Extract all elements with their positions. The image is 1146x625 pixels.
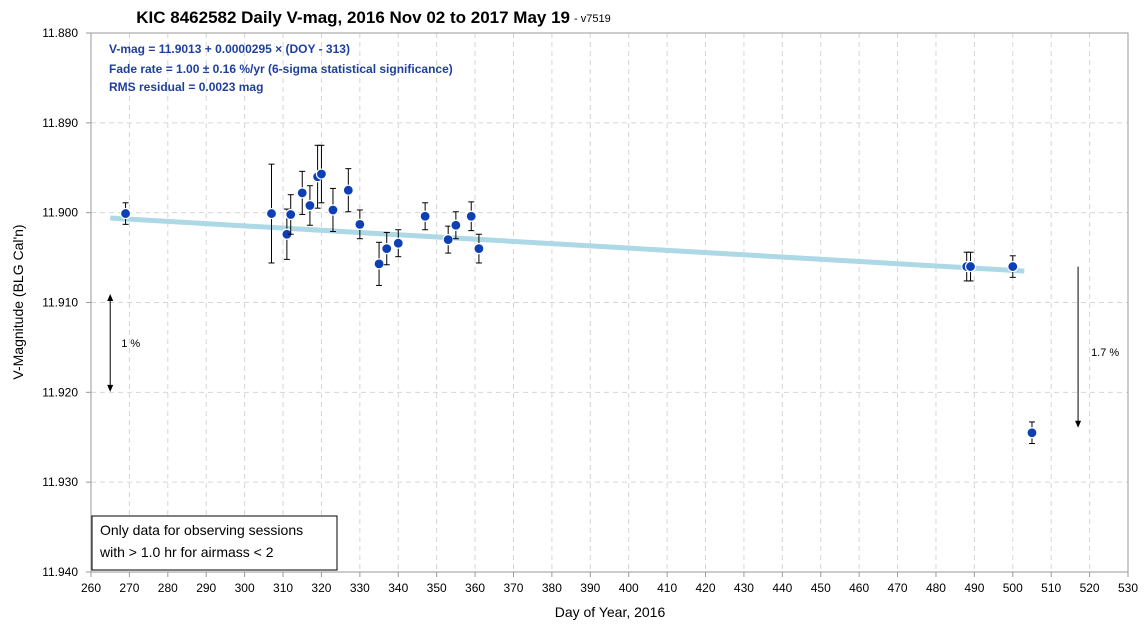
data-point — [1007, 260, 1019, 273]
data-point — [465, 210, 477, 222]
scale-left-arrowhead-up — [107, 294, 114, 302]
note-box — [91, 515, 338, 571]
data-point — [296, 187, 308, 199]
plot-area — [90, 32, 1129, 573]
x-tick-label: 400 — [619, 581, 639, 595]
data-point — [119, 207, 132, 220]
data-point — [304, 199, 316, 212]
x-tick-label: 320 — [311, 581, 331, 595]
x-tick-label: 350 — [427, 581, 447, 595]
y-tick-label: 11.930 — [42, 475, 78, 489]
x-tick-label: 510 — [1041, 581, 1061, 595]
tick-labels: 260 270 280 290 300 310 320 330 340 350 360 370 380 3… — [42, 26, 1138, 595]
scale-arrows — [107, 266, 1082, 428]
note-line-1: Only data for observing sessions — [100, 522, 303, 538]
x-tick-label: 340 — [388, 581, 408, 595]
data-points — [119, 144, 1038, 445]
y-tick-label: 11.910 — [42, 296, 78, 310]
y-tick-label: 11.890 — [42, 116, 78, 130]
x-tick-label: 290 — [196, 581, 216, 595]
data-point — [342, 184, 354, 196]
x-tick-label: 390 — [580, 581, 600, 595]
scale-right-label: 1.7 % — [1091, 347, 1119, 359]
y-tick-label: 11.900 — [42, 206, 78, 220]
x-tick-label: 330 — [350, 581, 370, 595]
x-tick-label: 440 — [772, 581, 792, 595]
data-point — [285, 208, 297, 221]
data-point — [265, 207, 278, 220]
scale-left-label: 1 % — [121, 338, 140, 350]
rms-annotation: RMS residual = 0.0023 mag — [109, 80, 263, 94]
x-tick-label: 410 — [657, 581, 677, 595]
data-point — [381, 243, 393, 255]
chart-version: - v7519 — [574, 13, 611, 25]
x-tick-label: 270 — [119, 581, 139, 595]
data-point — [964, 260, 977, 273]
data-point — [327, 204, 339, 216]
y-tick-label: 11.940 — [42, 565, 78, 579]
scale-right-arrowhead-down — [1075, 420, 1082, 428]
y-tick-label: 11.920 — [42, 385, 78, 399]
x-tick-label: 260 — [81, 581, 101, 595]
y-axis-label: V-Magnitude (BLG Cal'n) — [10, 224, 26, 379]
data-point — [473, 243, 485, 255]
data-point — [315, 168, 328, 180]
x-tick-label: 490 — [964, 581, 984, 595]
fit-line — [110, 215, 1025, 274]
note-line-2: with > 1.0 hr for airmass < 2 — [99, 544, 274, 560]
x-tick-label: 420 — [696, 581, 716, 595]
x-tick-label: 450 — [811, 581, 831, 595]
x-tick-label: 380 — [542, 581, 562, 595]
x-tick-label: 310 — [273, 581, 293, 595]
x-tick-label: 360 — [465, 581, 485, 595]
x-tick-label: 500 — [1003, 581, 1023, 595]
data-point — [354, 218, 366, 230]
chart-title: KIC 8462582 Daily V-mag, 2016 Nov 02 to … — [136, 8, 570, 27]
x-tick-label: 530 — [1118, 581, 1138, 595]
scale-left-arrowhead-down — [107, 384, 114, 392]
y-tick-label: 11.880 — [42, 26, 78, 40]
x-tick-label: 280 — [158, 581, 178, 595]
data-point — [392, 237, 404, 249]
grid — [86, 32, 1129, 577]
x-tick-label: 370 — [503, 581, 523, 595]
data-point — [1026, 427, 1038, 439]
x-tick-label: 480 — [926, 581, 946, 595]
data-point — [442, 234, 454, 246]
x-tick-label: 460 — [849, 581, 869, 595]
data-point — [450, 219, 462, 231]
x-axis-label: Day of Year, 2016 — [555, 604, 666, 620]
data-point — [419, 210, 431, 222]
x-tick-label: 520 — [1080, 581, 1100, 595]
x-tick-label: 300 — [235, 581, 255, 595]
equation-annotation: V-mag = 11.9013 + 0.0000295 × (DOY - 313… — [109, 42, 350, 56]
data-point — [373, 258, 385, 270]
x-tick-label: 430 — [734, 581, 754, 595]
x-tick-label: 470 — [888, 581, 908, 595]
fade-rate-annotation: Fade rate = 1.00 ± 0.16 %/yr (6-sigma st… — [109, 62, 453, 76]
